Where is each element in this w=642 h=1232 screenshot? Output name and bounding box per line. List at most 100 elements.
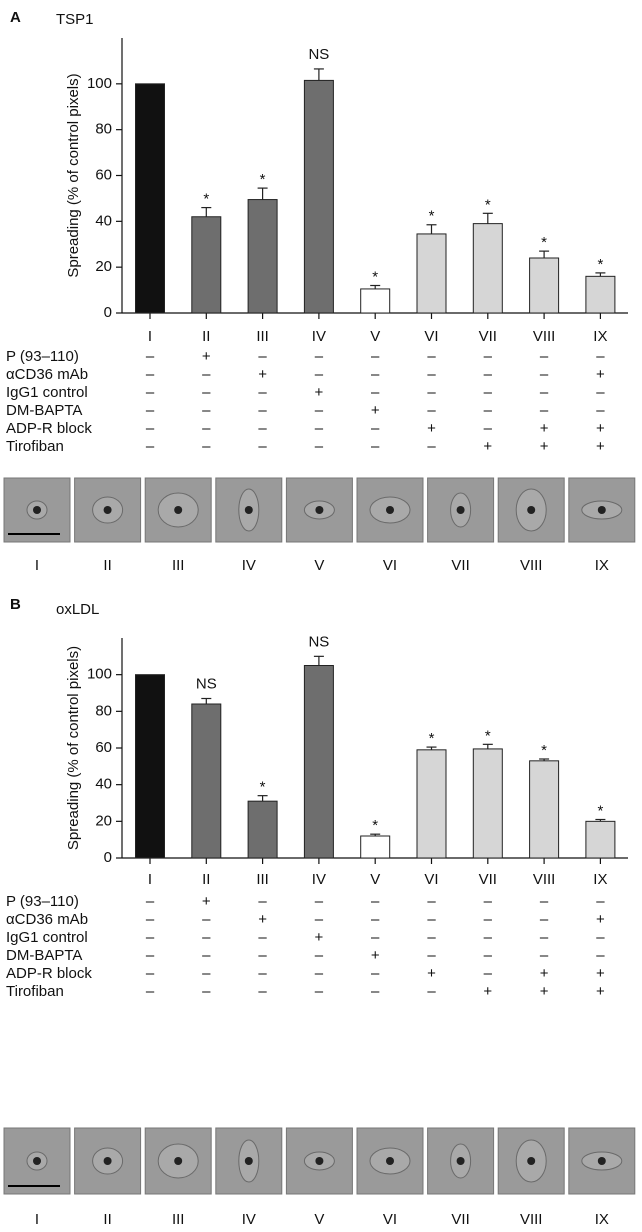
treatment-mark: –: [371, 893, 380, 910]
micrograph: [498, 478, 564, 542]
treatment-mark: –: [596, 929, 605, 946]
cell-body: [527, 1157, 535, 1165]
treatment-mark: –: [484, 348, 493, 365]
bar: [586, 276, 615, 313]
treatment-mark: –: [258, 438, 267, 455]
image-label: VIII: [520, 557, 543, 574]
image-label: VI: [383, 557, 397, 574]
treatment-mark: –: [371, 366, 380, 383]
treatment-mark: –: [540, 911, 549, 928]
treatment-mark: –: [146, 348, 155, 365]
bar: [248, 801, 277, 858]
micrograph: [4, 1128, 70, 1194]
treatment-mark: –: [258, 983, 267, 1000]
bar: [473, 224, 502, 313]
image-label: VII: [451, 1211, 469, 1228]
treatment-mark: –: [202, 420, 211, 437]
cell-body: [598, 1157, 606, 1165]
bar: [192, 704, 221, 858]
bar: [530, 761, 559, 858]
image-label: V: [314, 557, 324, 574]
treatment-mark: –: [371, 983, 380, 1000]
bar: [361, 289, 390, 313]
image-label: I: [35, 557, 39, 574]
treatment-mark: –: [427, 348, 436, 365]
significance-label: *: [260, 171, 266, 188]
treatment-label: DM-BAPTA: [6, 402, 82, 419]
micrograph: [145, 478, 211, 542]
y-tick-label: 60: [95, 739, 112, 756]
panel-letter: B: [10, 596, 21, 613]
treatment-mark: +: [540, 965, 549, 982]
micrograph: [216, 478, 282, 542]
x-tick-label: I: [148, 328, 152, 345]
treatment-label: IgG1 control: [6, 384, 88, 401]
treatment-mark: –: [315, 947, 324, 964]
treatment-mark: –: [371, 965, 380, 982]
x-tick-label: VI: [424, 328, 438, 345]
bar: [248, 200, 277, 313]
treatment-mark: –: [427, 384, 436, 401]
image-label: VI: [383, 1211, 397, 1228]
x-tick-label: IX: [593, 871, 607, 888]
treatment-label: αCD36 mAb: [6, 911, 88, 928]
y-tick-label: 40: [95, 212, 112, 229]
treatment-mark: –: [484, 947, 493, 964]
y-axis-label: Spreading (% of control pixels): [65, 646, 82, 850]
x-tick-label: IV: [312, 328, 326, 345]
treatment-mark: +: [202, 348, 211, 365]
treatment-mark: +: [258, 911, 267, 928]
bar: [473, 749, 502, 858]
y-tick-label: 80: [95, 702, 112, 719]
treatment-mark: –: [315, 348, 324, 365]
chart-title: TSP1: [56, 11, 94, 28]
cell-body: [245, 506, 253, 514]
micrograph: [428, 478, 494, 542]
treatment-mark: +: [596, 438, 605, 455]
treatment-mark: –: [146, 965, 155, 982]
treatment-mark: –: [146, 893, 155, 910]
treatment-mark: –: [371, 911, 380, 928]
treatment-mark: –: [427, 366, 436, 383]
y-tick-label: 40: [95, 776, 112, 793]
significance-label: *: [429, 730, 435, 747]
treatment-mark: –: [202, 402, 211, 419]
treatment-mark: +: [483, 983, 492, 1000]
treatment-mark: –: [371, 384, 380, 401]
treatment-mark: –: [427, 438, 436, 455]
treatment-mark: –: [258, 965, 267, 982]
treatment-mark: –: [146, 366, 155, 383]
cell-body: [457, 506, 465, 514]
bar: [192, 217, 221, 313]
cell-body: [386, 506, 394, 514]
treatment-mark: +: [540, 983, 549, 1000]
cell-body: [33, 506, 41, 514]
treatment-mark: –: [258, 893, 267, 910]
y-tick-label: 100: [87, 666, 112, 683]
treatment-mark: –: [146, 420, 155, 437]
treatment-mark: –: [315, 420, 324, 437]
treatment-mark: +: [427, 965, 436, 982]
significance-label: *: [485, 727, 491, 744]
figure: ATSP1Spreading (% of control pixels)0204…: [0, 0, 642, 1232]
significance-label: *: [372, 817, 378, 834]
treatment-mark: –: [596, 402, 605, 419]
treatment-mark: –: [146, 929, 155, 946]
treatment-mark: –: [596, 947, 605, 964]
y-tick-label: 60: [95, 166, 112, 183]
y-tick-label: 20: [95, 812, 112, 829]
treatment-mark: –: [202, 947, 211, 964]
bar: [136, 84, 165, 313]
x-tick-label: III: [256, 328, 269, 345]
image-label: IX: [595, 557, 609, 574]
treatment-mark: –: [146, 947, 155, 964]
treatment-label: Tirofiban: [6, 983, 64, 1000]
treatment-mark: –: [540, 893, 549, 910]
treatment-mark: –: [427, 911, 436, 928]
treatment-mark: –: [258, 947, 267, 964]
treatment-mark: –: [484, 929, 493, 946]
significance-label: *: [260, 779, 266, 796]
y-axis-label: Spreading (% of control pixels): [65, 73, 82, 277]
treatment-label: Tirofiban: [6, 438, 64, 455]
image-label: VII: [451, 557, 469, 574]
